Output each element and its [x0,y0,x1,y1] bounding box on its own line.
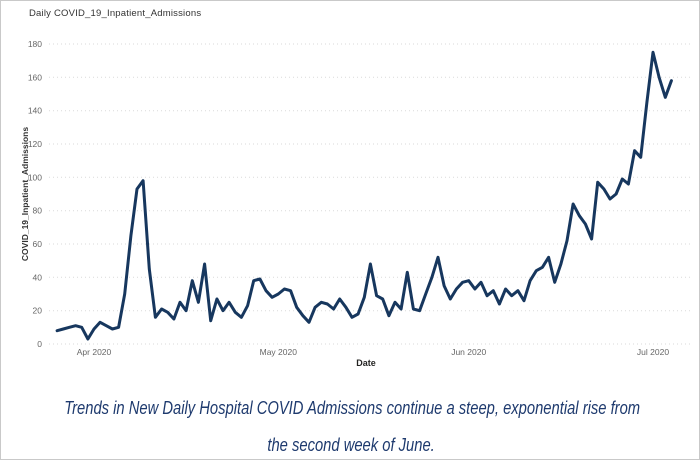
admissions-line [55,50,673,341]
caption: Trends in New Daily Hospital COVID Admis… [1,390,699,459]
x-tick-label: Jul 2020 [637,347,669,357]
caption-line-1: Trends in New Daily Hospital COVID Admis… [64,398,641,418]
y-tick-label: 80 [33,206,43,216]
plot-area: 0 20 40 60 80 100 120 140 160 180 Apr 2020 May 2020… [28,39,691,357]
y-axis-title: COVID_19_Inpatient_Admissions [20,126,30,262]
x-tick-label: Apr 2020 [77,347,112,357]
x-tick-label: May 2020 [260,347,298,357]
y-tick-label: 180 [28,39,42,49]
y-tick-label: 0 [37,339,42,349]
y-tick-label: 120 [28,139,42,149]
y-tick-label: 140 [28,106,42,116]
x-axis-title: Date [356,358,376,368]
admissions-chart: 0 20 40 60 80 100 120 140 160 180 Apr 2020 May 2020… [1,1,699,376]
caption-line-2: the second week of June. [267,435,435,455]
y-tick-label: 40 [33,272,43,282]
y-tick-label: 100 [28,172,42,182]
x-tick-label: Jun 2020 [451,347,486,357]
chart-title: Daily COVID_19_Inpatient_Admissions [29,8,202,19]
y-tick-label: 20 [33,306,43,316]
y-tick-label: 160 [28,72,42,82]
y-tick-label: 60 [33,239,43,249]
